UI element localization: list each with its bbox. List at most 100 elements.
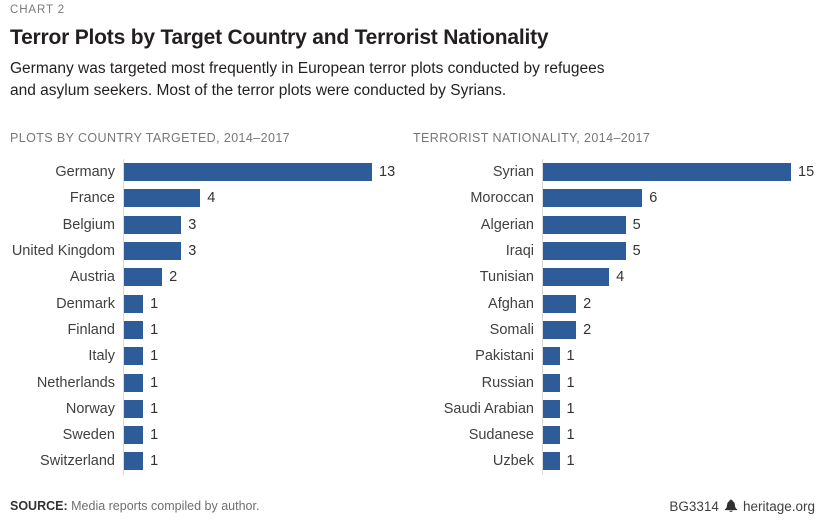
plot-area: 2 xyxy=(542,316,815,344)
plot-area: 13 xyxy=(123,159,413,186)
bar xyxy=(543,373,560,392)
chart-row: Syrian 15 xyxy=(413,159,815,186)
value-label: 3 xyxy=(188,243,197,260)
bar xyxy=(124,347,144,366)
value-label: 1 xyxy=(150,427,159,444)
bar xyxy=(543,320,577,339)
chart-row: Finland 1 xyxy=(10,316,413,344)
bar xyxy=(543,347,560,366)
value-label: 6 xyxy=(649,190,658,207)
left-chart-bars-area: Germany 13 France 4 Belgium 3 United Kingdom 3 A… xyxy=(10,159,413,475)
category-label: Algerian xyxy=(480,216,534,233)
category-label: Sudanese xyxy=(468,427,534,444)
category-label: Uzbek xyxy=(492,453,534,470)
bar xyxy=(124,189,201,208)
chart-row: Somali 2 xyxy=(413,316,815,344)
category-label: Austria xyxy=(69,269,115,286)
chart-row: Tunisian 4 xyxy=(413,264,815,291)
plot-area: 1 xyxy=(123,421,413,449)
value-label: 1 xyxy=(150,374,159,391)
plot-area: 2 xyxy=(542,290,815,317)
category-label: France xyxy=(69,190,115,207)
bar xyxy=(543,452,560,471)
bar xyxy=(124,242,182,261)
right-chart-section-title: TERRORIST NATIONALITY, 2014–2017 xyxy=(413,131,651,145)
plot-area: 1 xyxy=(123,369,413,396)
value-label: 13 xyxy=(379,164,396,181)
heritage-bell-icon xyxy=(724,499,738,515)
category-label: Switzerland xyxy=(40,453,115,470)
value-label: 15 xyxy=(798,164,815,181)
plot-area: 1 xyxy=(542,369,815,396)
value-label: 1 xyxy=(566,427,575,444)
plot-area: 2 xyxy=(123,264,413,291)
plot-area: 5 xyxy=(542,211,815,238)
chart-title: Terror Plots by Target Country and Terro… xyxy=(10,26,549,49)
value-label: 4 xyxy=(207,190,216,207)
bar xyxy=(124,215,182,234)
chart-row: Belgium 3 xyxy=(10,211,413,238)
value-label: 1 xyxy=(566,400,575,417)
value-label: 3 xyxy=(188,216,197,233)
value-label: 2 xyxy=(583,321,592,338)
plot-area: 6 xyxy=(542,185,815,212)
chart-row: Austria 2 xyxy=(10,264,413,291)
value-label: 4 xyxy=(616,269,625,286)
category-label: Sweden xyxy=(62,427,115,444)
bar xyxy=(124,294,144,313)
plot-area: 1 xyxy=(542,448,815,475)
chart-row: France 4 xyxy=(10,185,413,212)
category-label: Saudi Arabian xyxy=(443,400,534,417)
category-label: Russian xyxy=(481,374,534,391)
value-label: 1 xyxy=(150,453,159,470)
chart-row: Moroccan 6 xyxy=(413,185,815,212)
category-label: United Kingdom xyxy=(11,243,115,260)
chart-row: Germany 13 xyxy=(10,159,413,186)
chart-row: Russian 1 xyxy=(413,369,815,396)
chart-row: Sweden 1 xyxy=(10,421,413,449)
plot-area: 1 xyxy=(123,290,413,317)
bar xyxy=(124,426,144,445)
category-label: Belgium xyxy=(62,216,115,233)
right-chart: TERRORIST NATIONALITY, 2014–2017 Syrian 1… xyxy=(413,131,815,475)
plot-area: 3 xyxy=(123,237,413,265)
bar xyxy=(543,426,560,445)
plot-area: 15 xyxy=(542,159,815,186)
category-label: Tunisian xyxy=(479,269,534,286)
charts-panel: PLOTS BY COUNTRY TARGETED, 2014–2017 Ger… xyxy=(10,131,815,475)
category-label: Afghan xyxy=(488,295,534,312)
chart-number: CHART 2 xyxy=(10,4,66,16)
value-label: 1 xyxy=(566,453,575,470)
report-id: BG3314 xyxy=(669,499,719,514)
plot-area: 1 xyxy=(542,343,815,370)
value-label: 1 xyxy=(150,348,159,365)
bar xyxy=(124,320,144,339)
bar xyxy=(543,242,626,261)
plot-area: 4 xyxy=(542,264,815,291)
bar xyxy=(543,189,643,208)
source-text: Media reports compiled by author. xyxy=(67,499,260,513)
category-label: Finland xyxy=(67,321,115,338)
value-label: 1 xyxy=(150,295,159,312)
value-label: 1 xyxy=(566,348,575,365)
chart-row: Italy 1 xyxy=(10,343,413,370)
category-label: Norway xyxy=(65,400,115,417)
plot-area: 1 xyxy=(123,448,413,475)
category-label: Italy xyxy=(88,348,115,365)
plot-area: 1 xyxy=(542,395,815,422)
chart-row: Denmark 1 xyxy=(10,290,413,317)
chart-row: Pakistani 1 xyxy=(413,343,815,370)
right-chart-bars-area: Syrian 15 Moroccan 6 Algerian 5 Iraqi 5 Tunisian… xyxy=(413,159,815,475)
chart-row: United Kingdom 3 xyxy=(10,237,413,265)
category-label: Denmark xyxy=(56,295,115,312)
category-label: Iraqi xyxy=(505,243,534,260)
value-label: 1 xyxy=(566,374,575,391)
chart-row: Afghan 2 xyxy=(413,290,815,317)
bar xyxy=(543,399,560,418)
chart-row: Netherlands 1 xyxy=(10,369,413,396)
chart-row: Saudi Arabian 1 xyxy=(413,395,815,422)
source-note: SOURCE: Media reports compiled by author… xyxy=(10,499,259,513)
value-label: 1 xyxy=(150,400,159,417)
credit-line: BG3314 heritage.org xyxy=(669,498,815,515)
bar xyxy=(124,373,144,392)
